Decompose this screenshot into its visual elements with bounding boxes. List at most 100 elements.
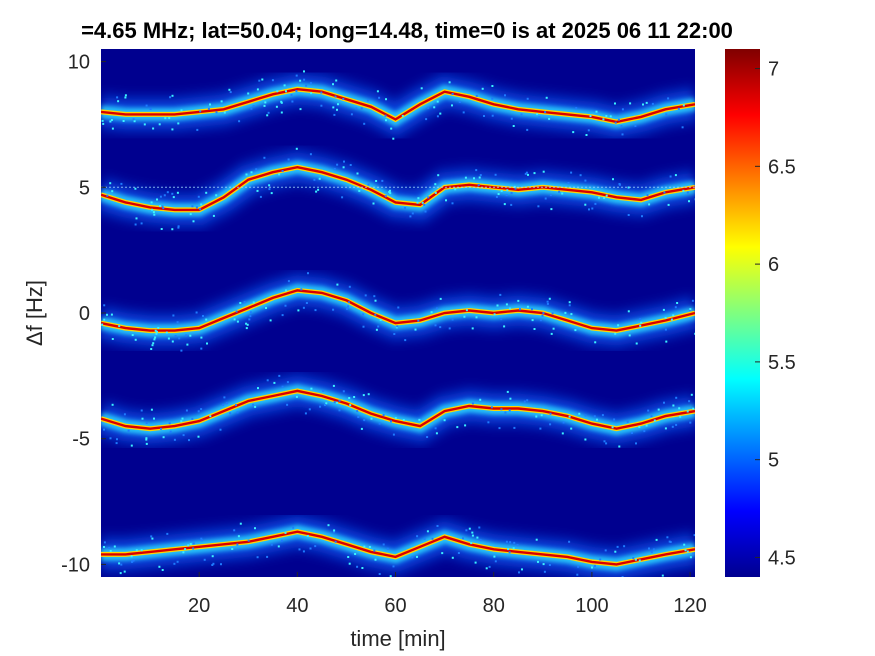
speckle xyxy=(130,444,133,447)
speckle xyxy=(394,417,397,420)
speckle xyxy=(508,551,511,554)
speckle xyxy=(473,177,475,180)
speckle xyxy=(236,320,239,323)
speckle xyxy=(545,96,548,99)
speckle xyxy=(327,524,330,527)
speckle xyxy=(603,440,606,443)
speckle xyxy=(111,338,114,340)
speckle xyxy=(176,321,179,324)
speckle xyxy=(284,304,287,307)
speckle xyxy=(638,559,641,562)
speckle xyxy=(550,332,553,335)
speckle xyxy=(546,300,549,303)
speckle xyxy=(159,195,162,198)
speckle xyxy=(396,325,399,328)
speckle xyxy=(604,549,607,552)
speckle xyxy=(229,91,232,94)
speckle xyxy=(533,328,536,330)
speckle xyxy=(309,547,312,550)
speckle xyxy=(123,413,126,416)
speckle xyxy=(689,556,692,559)
speckle xyxy=(635,342,638,345)
speckle xyxy=(286,403,289,406)
speckle xyxy=(491,97,494,100)
speckle xyxy=(602,118,605,121)
speckle xyxy=(341,196,344,199)
speckle xyxy=(684,549,687,552)
colorbar-tick-label: 7 xyxy=(768,59,779,81)
speckle xyxy=(639,318,642,321)
speckle xyxy=(362,313,365,316)
speckle xyxy=(505,194,508,197)
speckle xyxy=(145,437,148,440)
speckle xyxy=(448,81,451,84)
speckle xyxy=(517,299,520,302)
speckle xyxy=(535,415,538,418)
speckle xyxy=(256,556,259,559)
speckle xyxy=(300,288,303,291)
speckle xyxy=(151,208,153,211)
speckle xyxy=(299,79,302,82)
speckle xyxy=(679,415,682,418)
speckle xyxy=(177,122,180,125)
speckle xyxy=(594,202,597,205)
speckle xyxy=(544,111,547,114)
speckle xyxy=(478,526,481,529)
speckle xyxy=(491,85,494,87)
speckle xyxy=(621,108,624,111)
speckle xyxy=(378,573,381,575)
speckle xyxy=(349,164,352,166)
speckle xyxy=(163,194,166,197)
speckle xyxy=(278,374,281,377)
speckle xyxy=(348,285,351,288)
speckle xyxy=(518,571,520,574)
speckle xyxy=(526,399,529,402)
speckle xyxy=(134,187,137,190)
speckle xyxy=(103,318,106,321)
speckle xyxy=(333,401,336,404)
speckle xyxy=(180,349,183,352)
speckle xyxy=(479,539,482,542)
speckle xyxy=(320,104,323,107)
speckle xyxy=(247,92,250,95)
speckle xyxy=(627,310,630,313)
speckle xyxy=(567,182,570,184)
speckle xyxy=(350,113,353,116)
speckle xyxy=(212,562,215,565)
speckle xyxy=(646,194,649,197)
speckle xyxy=(336,283,339,286)
speckle xyxy=(338,409,341,412)
colorbar-gradient xyxy=(725,49,760,577)
speckle xyxy=(111,127,114,130)
speckle xyxy=(423,203,426,206)
speckle xyxy=(427,196,430,199)
y-tick-label: -5 xyxy=(72,429,90,451)
speckle xyxy=(617,118,620,121)
speckle xyxy=(168,422,171,425)
speckle xyxy=(171,192,174,195)
trace-band xyxy=(101,272,695,352)
speckle xyxy=(307,272,309,275)
speckle xyxy=(267,111,270,114)
speckle xyxy=(546,302,549,305)
speckle xyxy=(153,417,155,420)
speckle xyxy=(106,194,109,197)
speckle xyxy=(152,127,155,130)
speckle xyxy=(439,297,442,300)
speckle xyxy=(562,421,565,424)
speckle xyxy=(579,174,582,177)
speckle xyxy=(263,156,266,159)
speckle xyxy=(378,96,381,99)
speckle xyxy=(177,226,180,229)
speckle xyxy=(531,319,534,322)
speckle xyxy=(354,553,357,555)
speckle xyxy=(551,312,554,315)
speckle xyxy=(203,558,206,561)
speckle xyxy=(570,171,573,174)
speckle xyxy=(332,384,335,387)
speckle xyxy=(145,438,148,441)
speckle xyxy=(548,117,551,120)
speckle xyxy=(596,418,598,421)
speckle xyxy=(445,199,447,202)
speckle xyxy=(347,305,349,308)
